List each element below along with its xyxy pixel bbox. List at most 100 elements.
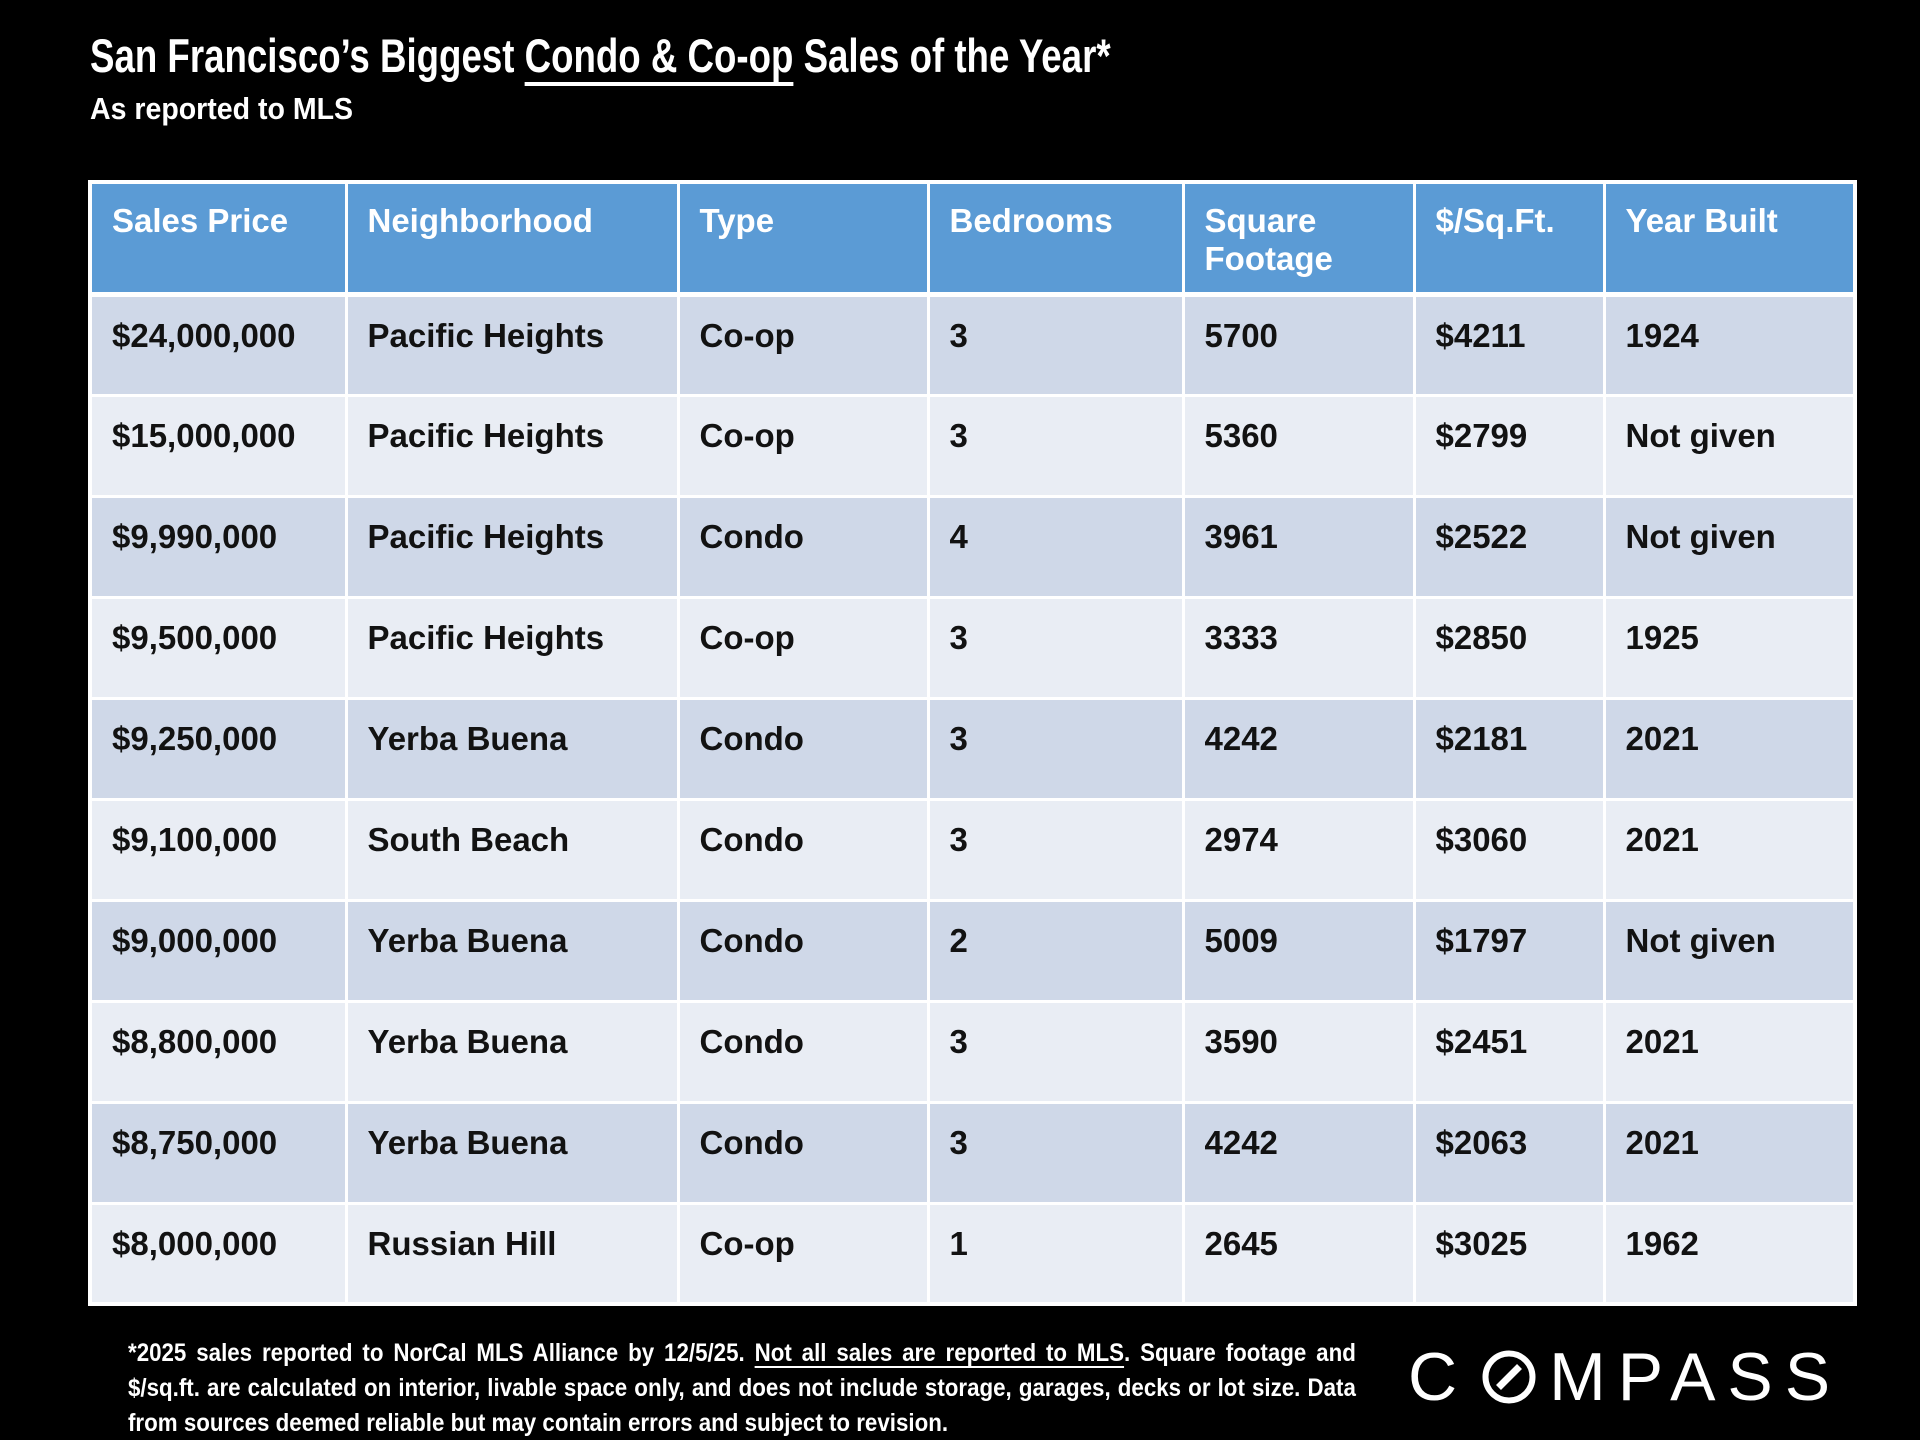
table-cell: 2021	[1602, 696, 1857, 801]
table-cell: 3	[926, 595, 1185, 700]
table-row: $8,800,000 Yerba Buena Condo 3 3590 $2451 2021	[88, 999, 1857, 1104]
table-cell: $15,000,000	[88, 393, 348, 498]
table-cell: 3961	[1181, 494, 1416, 599]
table-body: $24,000,000 Pacific Heights Co-op 3 5700 $421…	[88, 292, 1857, 1306]
compass-logo-letter-c: C	[1408, 1339, 1470, 1415]
table-cell: 5360	[1181, 393, 1416, 498]
table-cell: $2063	[1412, 1100, 1606, 1205]
table-cell: Pacific Heights	[344, 494, 680, 599]
table-cell: 5700	[1181, 292, 1416, 397]
table-cell: $9,500,000	[88, 595, 348, 700]
table-cell: 2021	[1602, 797, 1857, 902]
table-cell: 3	[926, 696, 1185, 801]
page-subtitle: As reported to MLS	[90, 91, 354, 127]
table-cell: 1962	[1602, 1201, 1857, 1306]
column-header-neighborhood: Neighborhood	[344, 180, 680, 297]
table-cell: 5009	[1181, 898, 1416, 1003]
table-cell: 1924	[1602, 292, 1857, 397]
table-cell: Yerba Buena	[344, 999, 680, 1104]
column-header-sq-ft: $/Sq.Ft.	[1412, 180, 1606, 297]
table-cell: $1797	[1412, 898, 1606, 1003]
table-cell: Not given	[1602, 393, 1857, 498]
table-cell: Condo	[676, 797, 930, 902]
page-title-prefix: San Francisco’s Biggest	[90, 29, 525, 82]
column-header-sales-price: Sales Price	[88, 180, 348, 297]
page-title-suffix: Sales of the Year*	[793, 29, 1111, 82]
table-cell: $2181	[1412, 696, 1606, 801]
table-cell: 3333	[1181, 595, 1416, 700]
table-cell: $9,990,000	[88, 494, 348, 599]
title-block: San Francisco’s Biggest Condo & Co-op Sa…	[90, 28, 1398, 128]
header-row: Sales Price Neighborhood Type Bedrooms Squar…	[88, 180, 1857, 297]
table-cell: South Beach	[344, 797, 680, 902]
table-cell: Condo	[676, 494, 930, 599]
table-cell: $2522	[1412, 494, 1606, 599]
table-cell: $4211	[1412, 292, 1606, 397]
table-cell: $3025	[1412, 1201, 1606, 1306]
compass-logo: C MPASS	[1408, 1339, 1842, 1415]
table-cell: Condo	[676, 999, 930, 1104]
table-cell: 3	[926, 999, 1185, 1104]
table-row: $9,100,000 South Beach Condo 3 2974 $3060 2021	[88, 797, 1857, 902]
table-cell: Condo	[676, 898, 930, 1003]
table-cell: 3	[926, 1100, 1185, 1205]
page-title: San Francisco’s Biggest Condo & Co-op Sa…	[90, 28, 1111, 84]
table-row: $15,000,000 Pacific Heights Co-op 3 5360 $279…	[88, 393, 1857, 498]
table-cell: $8,750,000	[88, 1100, 348, 1205]
table-cell: Not given	[1602, 898, 1857, 1003]
table-cell: 2645	[1181, 1201, 1416, 1306]
table-cell: 2021	[1602, 1100, 1857, 1205]
table-cell: Co-op	[676, 393, 930, 498]
table-cell: Condo	[676, 696, 930, 801]
table-cell: Yerba Buena	[344, 898, 680, 1003]
table-cell: Condo	[676, 1100, 930, 1205]
table-cell: Pacific Heights	[344, 292, 680, 397]
footnote-part2: . Square footage and $/sq.ft. are calcul…	[128, 1339, 1356, 1437]
table-cell: $3060	[1412, 797, 1606, 902]
table-cell: 4	[926, 494, 1185, 599]
table-cell: 2	[926, 898, 1185, 1003]
compass-slashed-o-icon	[1482, 1350, 1536, 1404]
table-cell: Co-op	[676, 1201, 930, 1306]
table-cell: $9,100,000	[88, 797, 348, 902]
table-cell: $9,250,000	[88, 696, 348, 801]
table-cell: 3	[926, 292, 1185, 397]
table-cell: Co-op	[676, 292, 930, 397]
table-row: $9,990,000 Pacific Heights Condo 4 3961 $2522…	[88, 494, 1857, 599]
table-cell: 2021	[1602, 999, 1857, 1104]
table-cell: Pacific Heights	[344, 393, 680, 498]
table-cell: Co-op	[676, 595, 930, 700]
table-cell: $2451	[1412, 999, 1606, 1104]
table-cell: $24,000,000	[88, 292, 348, 397]
table-row: $24,000,000 Pacific Heights Co-op 3 5700 $421…	[88, 292, 1857, 397]
table-cell: $9,000,000	[88, 898, 348, 1003]
table-cell: 3590	[1181, 999, 1416, 1104]
column-header-bedrooms: Bedrooms	[926, 180, 1185, 297]
footnote-underlined: Not all sales are reported to MLS	[754, 1339, 1125, 1367]
table-cell: Pacific Heights	[344, 595, 680, 700]
table-row: $9,000,000 Yerba Buena Condo 2 5009 $1797 Not …	[88, 898, 1857, 1003]
table-cell: 1	[926, 1201, 1185, 1306]
table-cell: 1925	[1602, 595, 1857, 700]
table-cell: 4242	[1181, 696, 1416, 801]
table-cell: $2799	[1412, 393, 1606, 498]
page-title-underlined: Condo & Co-op	[524, 29, 794, 82]
footnote-part1: *2025 sales reported to NorCal MLS Allia…	[128, 1339, 755, 1367]
footnote: *2025 sales reported to NorCal MLS Allia…	[128, 1336, 1356, 1440]
table-cell: Russian Hill	[344, 1201, 680, 1306]
table-cell: $2850	[1412, 595, 1606, 700]
table-row: $8,750,000 Yerba Buena Condo 3 4242 $2063 2021	[88, 1100, 1857, 1205]
table-cell: 3	[926, 393, 1185, 498]
table-row: $9,500,000 Pacific Heights Co-op 3 3333 $2850…	[88, 595, 1857, 700]
table-row: $9,250,000 Yerba Buena Condo 3 4242 $2181 2021	[88, 696, 1857, 801]
table-cell: 4242	[1181, 1100, 1416, 1205]
column-header-year-built: Year Built	[1602, 180, 1857, 297]
table-cell: 3	[926, 797, 1185, 902]
column-header-square-footage: Square Footage	[1181, 180, 1416, 297]
table-cell: Yerba Buena	[344, 696, 680, 801]
table-cell: $8,800,000	[88, 999, 348, 1104]
column-header-type: Type	[676, 180, 930, 297]
sales-table: Sales Price Neighborhood Type Bedrooms Squar…	[88, 180, 1857, 1306]
table-cell: 2974	[1181, 797, 1416, 902]
